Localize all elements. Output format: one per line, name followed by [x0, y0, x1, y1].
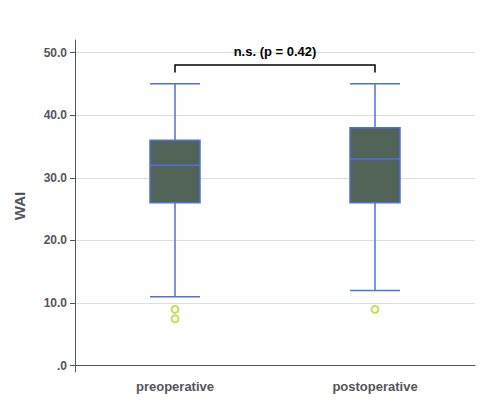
svg-text:WAI: WAI [11, 192, 28, 220]
svg-text:n.s. (p = 0.42): n.s. (p = 0.42) [234, 44, 317, 59]
svg-text:postoperative: postoperative [332, 379, 417, 394]
svg-text:30.0: 30.0 [44, 171, 68, 185]
svg-text:.0: .0 [57, 359, 67, 373]
svg-text:preoperative: preoperative [136, 379, 214, 394]
svg-text:50.0: 50.0 [44, 46, 68, 60]
svg-text:40.0: 40.0 [44, 108, 68, 122]
svg-text:20.0: 20.0 [44, 233, 68, 247]
svg-text:10.0: 10.0 [44, 296, 68, 310]
